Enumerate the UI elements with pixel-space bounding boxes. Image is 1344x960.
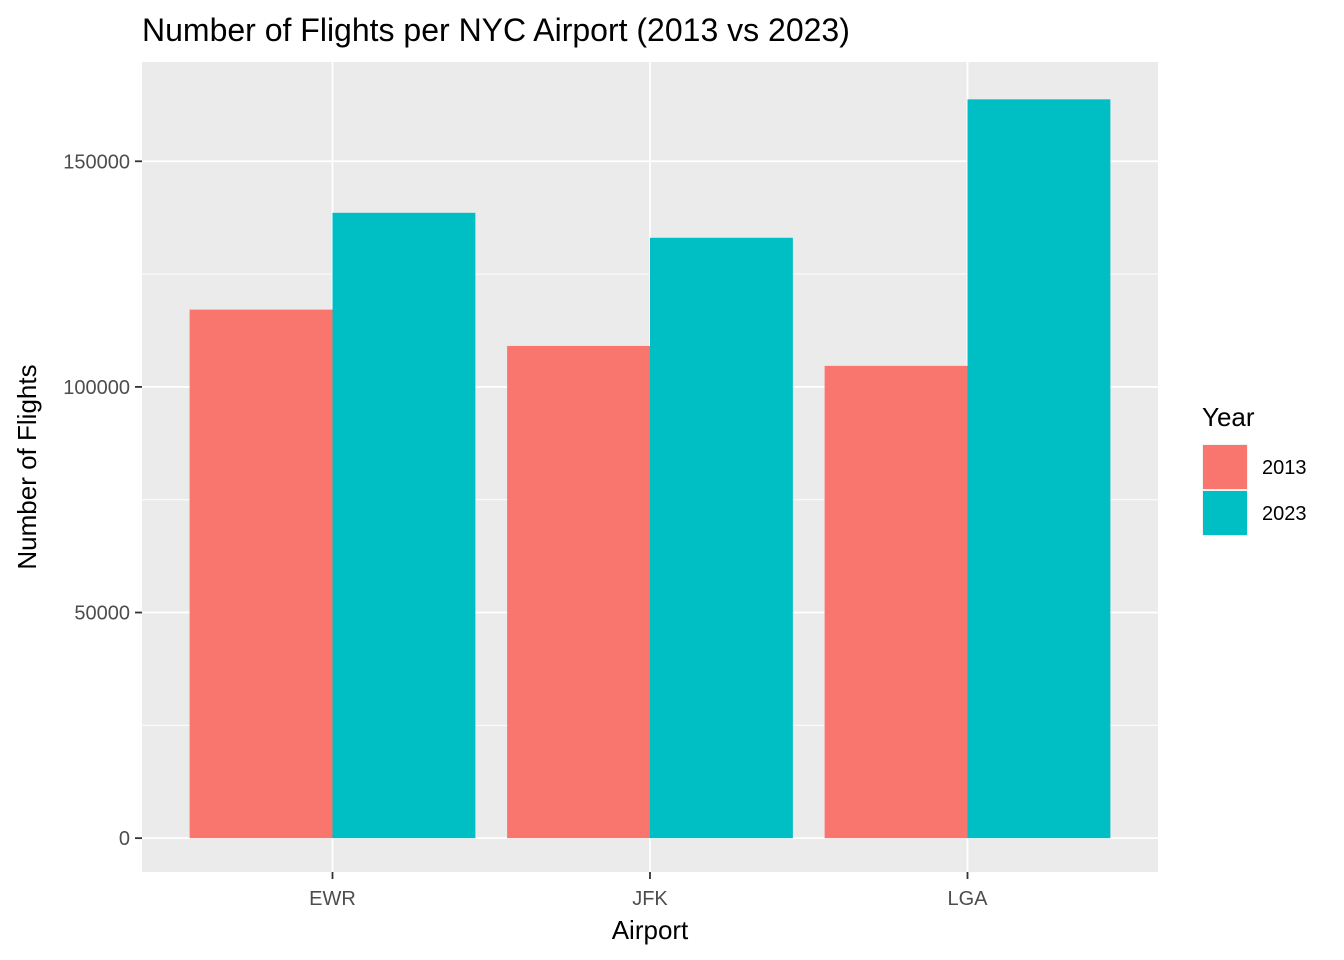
legend-swatch-2013: [1203, 445, 1247, 489]
chart-title: Number of Flights per NYC Airport (2013 …: [142, 12, 850, 48]
legend-items: 2013 2023: [1202, 444, 1307, 536]
bar-lga-2013: [824, 365, 968, 839]
legend: Year 2013 2023: [1202, 402, 1307, 536]
y-tick-label: 150000: [63, 151, 130, 173]
bar-ewr-2013: [189, 309, 333, 839]
y-tick-label: 0: [119, 828, 130, 850]
bar-ewr-2023: [332, 212, 476, 839]
legend-label-2013: 2013: [1262, 457, 1307, 479]
x-tick-label: LGA: [947, 888, 988, 910]
y-axis-title: Number of Flights: [12, 364, 42, 569]
bars: [189, 99, 1111, 839]
legend-title: Year: [1202, 402, 1255, 432]
y-tick-label: 100000: [63, 377, 130, 399]
y-tick-label: 50000: [74, 603, 130, 625]
legend-swatch-2023: [1203, 491, 1247, 535]
bar-lga-2023: [967, 99, 1111, 839]
x-tick-label: EWR: [309, 888, 356, 910]
legend-label-2023: 2023: [1262, 503, 1307, 525]
x-axis-ticks: EWR JFK LGA: [309, 872, 988, 910]
x-tick-label: JFK: [632, 888, 668, 910]
bar-jfk-2013: [507, 345, 650, 839]
x-axis-title: Airport: [612, 915, 689, 945]
y-axis-ticks: 0 50000 100000 150000: [63, 151, 142, 850]
bar-jfk-2023: [650, 237, 793, 839]
